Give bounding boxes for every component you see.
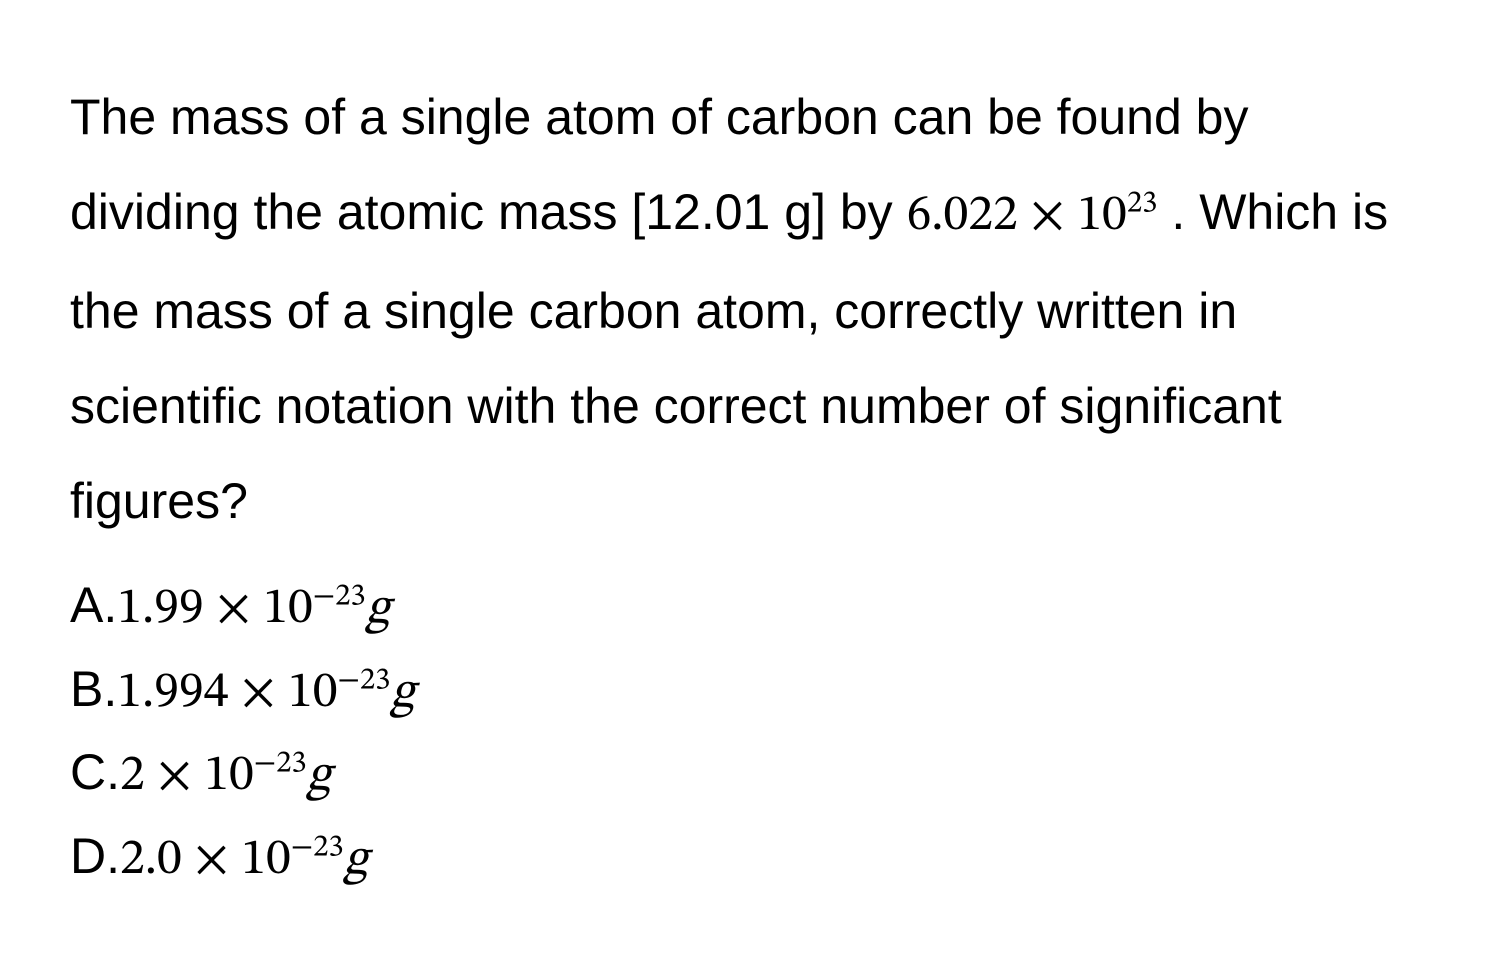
times-sign-1: × [1018, 191, 1078, 241]
option-a-ten: 10 [263, 584, 313, 634]
avogadro-coeff: 6.022 [907, 191, 1018, 241]
option-d-unit: g [344, 835, 368, 885]
option-b-exp: −23 [338, 665, 391, 696]
option-c: C. 2 × 10−23g [70, 734, 1430, 816]
option-b-coeff: 1.994 [117, 668, 228, 718]
page: The mass of a single atom of carbon can … [0, 0, 1500, 899]
option-d: D. 2.0 × 10−23g [70, 818, 1430, 900]
option-c-coeff: 2 [120, 751, 145, 801]
option-d-times: × [182, 835, 242, 885]
option-a-unit: g [366, 584, 390, 634]
option-c-unit: g [307, 751, 331, 801]
option-d-ten: 10 [241, 835, 291, 885]
option-b-times: × [229, 668, 289, 718]
option-b-unit: g [391, 668, 415, 718]
option-a-coeff: 1.99 [117, 584, 204, 634]
option-c-exp: −23 [254, 748, 307, 779]
option-c-times: × [145, 751, 205, 801]
option-c-ten: 10 [204, 751, 254, 801]
option-a: A. 1.99 × 10−23g [70, 567, 1430, 649]
option-a-label: A. [70, 567, 117, 645]
ten-base-1: 10 [1077, 191, 1127, 241]
option-c-label: C. [70, 734, 120, 812]
option-d-coeff: 2.0 [120, 835, 182, 885]
options-list: A. 1.99 × 10−23g B. 1.994 × 10−23g C. 2 … [70, 567, 1430, 899]
option-a-exp: −23 [313, 581, 366, 612]
exp-1: 23 [1127, 188, 1158, 219]
option-b: B. 1.994 × 10−23g [70, 651, 1430, 733]
option-d-exp: −23 [291, 832, 344, 863]
option-b-ten: 10 [288, 668, 338, 718]
option-b-label: B. [70, 651, 117, 729]
question-text: The mass of a single atom of carbon can … [70, 70, 1430, 549]
option-a-times: × [204, 584, 264, 634]
option-d-label: D. [70, 818, 120, 896]
